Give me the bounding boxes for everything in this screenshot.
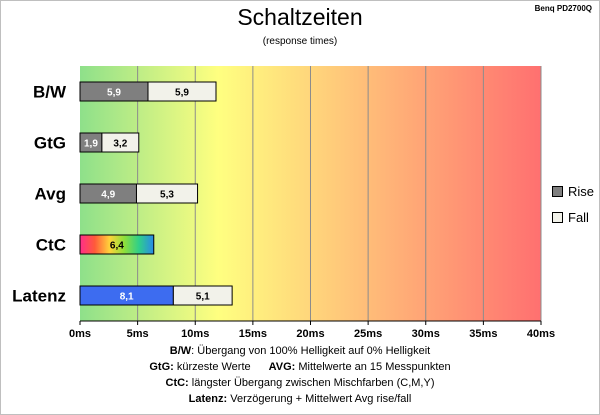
bar-label-rise: 5,9: [107, 88, 121, 99]
note-bw-text: : Übergang von 100% Helligkeit auf 0% He…: [191, 345, 431, 357]
category-label: CtC: [36, 236, 66, 255]
x-tick-label: 10ms: [181, 328, 209, 340]
bar-label-rise: 4,9: [101, 190, 115, 201]
x-tick-label: 5ms: [127, 328, 149, 340]
bar-label-fall: 5,1: [196, 292, 210, 303]
x-tick-label: 0ms: [69, 328, 91, 340]
bar-label-rise: 8,1: [120, 292, 134, 303]
x-tick-label: 35ms: [469, 328, 497, 340]
category-label: GtG: [34, 134, 66, 153]
legend-swatch-rise: [552, 185, 563, 197]
bar-label-fall: 5,3: [160, 190, 174, 201]
x-tick-label: 15ms: [239, 328, 267, 340]
note-ctc: CtC: längster Übergang zwischen Mischfar…: [0, 375, 600, 391]
bar-label-rise: 6,4: [110, 241, 124, 252]
x-tick-label: 30ms: [412, 328, 440, 340]
bar-label-fall: 5,9: [175, 88, 189, 99]
note-ctc-text: längster Übergang zwischen Mischfarben (…: [188, 377, 435, 389]
legend: Rise Fall: [552, 178, 594, 230]
bar-label-rise: 1,9: [84, 139, 98, 150]
note-avg-text: Mittelwerte an 15 Messpunkten: [295, 361, 451, 373]
note-latenz-key: Latenz:: [188, 393, 228, 405]
legend-label-fall: Fall: [568, 209, 589, 225]
note-ctc-key: CtC:: [165, 377, 189, 389]
bar-fall: [135, 183, 199, 204]
x-tick-label: 25ms: [354, 328, 382, 340]
note-bw: B/W: Übergang von 100% Helligkeit auf 0%…: [0, 343, 600, 359]
category-label: B/W: [33, 83, 67, 102]
note-latenz-text: Verzögerung + Mittelwert Avg rise/fall: [227, 393, 412, 405]
legend-swatch-fall: [552, 211, 563, 223]
note-gtg-avg: GtG: kürzeste Werte AVG: Mittelwerte an 1…: [0, 359, 600, 375]
category-label: Latenz: [12, 287, 66, 306]
note-gtg-key: GtG:: [149, 361, 174, 373]
explanation-notes: B/W: Übergang von 100% Helligkeit auf 0%…: [0, 343, 600, 407]
note-bw-key: B/W: [169, 345, 192, 357]
chart-title: Schaltzeiten: [237, 4, 363, 30]
bar-label-fall: 3,2: [113, 139, 127, 150]
legend-item-rise: Rise: [552, 178, 594, 204]
x-tick-label: 20ms: [296, 328, 324, 340]
category-label: Avg: [35, 185, 67, 204]
bar-fall: [172, 285, 233, 306]
x-tick-label: 40ms: [527, 328, 555, 340]
monitor-model: Benq PD2700Q: [534, 4, 592, 13]
legend-label-rise: Rise: [568, 183, 595, 199]
bar-rise: [79, 234, 155, 255]
bar-fall: [147, 81, 217, 102]
note-gtg-text: kürzeste Werte: [173, 361, 251, 373]
bar-fall: [101, 132, 140, 153]
chart-subtitle: (response times): [262, 36, 338, 47]
note-latenz: Latenz: Verzögerung + Mittelwert Avg ris…: [0, 391, 600, 407]
legend-item-fall: Fall: [552, 204, 594, 230]
note-avg-key: AVG:: [268, 361, 296, 373]
